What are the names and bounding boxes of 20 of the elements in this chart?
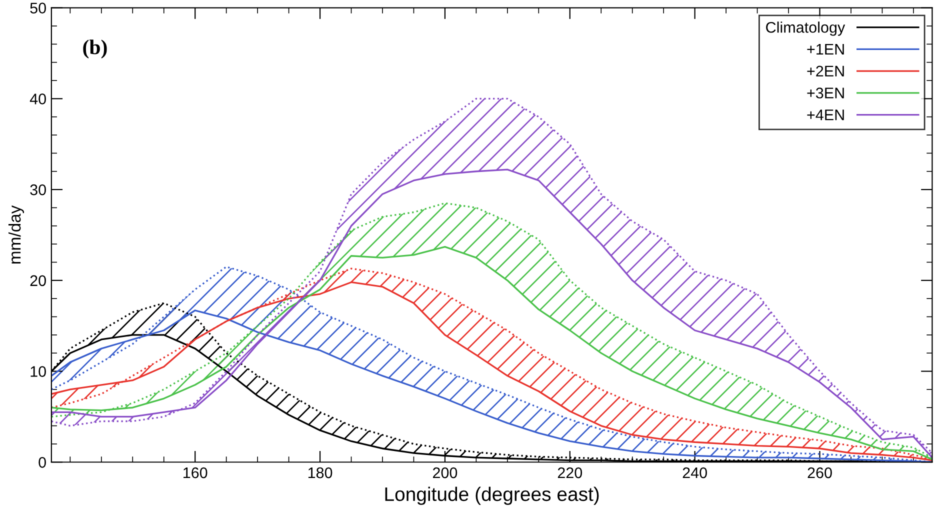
y-tick-label: 0 (38, 456, 46, 468)
y-tick-label: 50 (30, 2, 46, 14)
x-tick-label: 260 (808, 467, 832, 478)
x-axis-title: Longitude (degrees east) (385, 486, 599, 505)
x-tick-label: 180 (308, 467, 332, 478)
x-tick-label: 220 (558, 467, 582, 478)
legend-label: +3EN (807, 88, 844, 98)
y-tick-label: 30 (30, 184, 46, 196)
legend-label: +2EN (807, 66, 844, 76)
legend-label: Climatology (766, 22, 846, 36)
y-tick-label: 10 (30, 366, 46, 377)
x-tick-label: 240 (682, 467, 707, 478)
x-tick-label: 160 (184, 467, 208, 478)
y-tick-label: 40 (30, 94, 46, 104)
y-tick-label: 20 (30, 275, 46, 286)
legend-label: +4EN (807, 110, 844, 120)
annotation: (b) (83, 40, 107, 59)
y-axis-title: mm/day (8, 205, 24, 264)
x-tick-label: 200 (432, 467, 458, 478)
legend-label: +1EN (807, 44, 844, 55)
